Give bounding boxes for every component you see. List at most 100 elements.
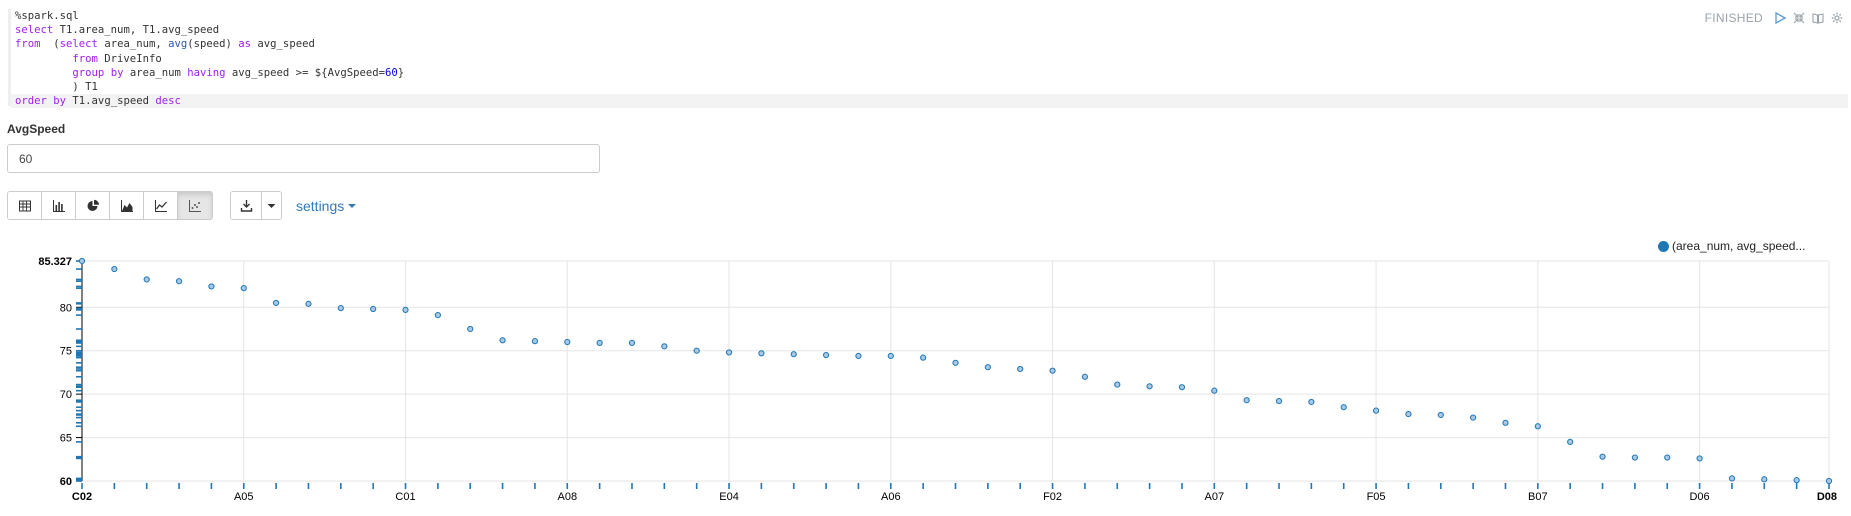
paragraph-controls: FINISHED bbox=[1705, 10, 1843, 26]
avgspeed-input[interactable] bbox=[7, 144, 600, 173]
pie-chart-button[interactable] bbox=[76, 192, 110, 219]
settings-toggle[interactable]: settings bbox=[296, 198, 357, 214]
data-point bbox=[1114, 381, 1121, 388]
data-point bbox=[337, 305, 344, 312]
data-point bbox=[434, 311, 441, 319]
chevron-down-icon bbox=[348, 204, 357, 208]
gear-icon[interactable] bbox=[1831, 12, 1843, 24]
run-icon[interactable] bbox=[1774, 12, 1786, 24]
code-token: area_num bbox=[123, 66, 188, 79]
data-point bbox=[1081, 373, 1089, 380]
bar-chart-button[interactable] bbox=[42, 192, 76, 219]
data-point bbox=[1502, 419, 1509, 426]
y-tick-label: 70 bbox=[60, 389, 72, 401]
data-point bbox=[1243, 397, 1250, 404]
code-token: by bbox=[110, 66, 124, 79]
code-editor[interactable]: %spark.sql select T1.area_num, T1.avg_spe… bbox=[8, 9, 1848, 109]
x-tick-label: A06 bbox=[881, 491, 901, 503]
code-token: as bbox=[238, 38, 252, 51]
data-point bbox=[596, 339, 603, 346]
book-icon[interactable] bbox=[1812, 12, 1824, 24]
visualization-toolbar bbox=[7, 191, 213, 220]
data-point bbox=[920, 354, 927, 361]
data-point bbox=[111, 265, 118, 273]
code-token: ) T1 bbox=[15, 80, 98, 93]
code-line: select T1.area_num, T1.avg_speed bbox=[11, 23, 1848, 37]
code-token: select bbox=[15, 24, 54, 37]
x-tick-label: C01 bbox=[395, 491, 415, 503]
code-line: ) T1 bbox=[11, 80, 1848, 94]
data-point bbox=[693, 347, 700, 354]
y-tick-label: 60 bbox=[60, 476, 72, 488]
code-token: avg_speed bbox=[251, 38, 315, 51]
code-line: %spark.sql bbox=[11, 9, 1848, 23]
collapse-icon[interactable] bbox=[1793, 12, 1805, 24]
x-tick-label: C02 bbox=[72, 491, 92, 503]
area-chart-button[interactable] bbox=[110, 192, 144, 219]
y-tick-label: 85.327 bbox=[38, 256, 72, 268]
code-token: T1.avg_speed bbox=[66, 95, 156, 108]
legend-series-label: (area_num, avg_speed... bbox=[1672, 239, 1806, 253]
legend-series-swatch bbox=[1658, 240, 1669, 252]
data-point bbox=[305, 300, 312, 307]
code-token: select bbox=[59, 38, 98, 51]
code-token: area_num, bbox=[97, 38, 169, 51]
line-chart-icon bbox=[154, 199, 167, 212]
data-point bbox=[1470, 414, 1477, 421]
data-point bbox=[1178, 384, 1186, 391]
form-label-avgspeed: AvgSpeed bbox=[7, 122, 66, 136]
download-icon bbox=[240, 200, 252, 212]
data-point bbox=[499, 337, 506, 344]
data-point bbox=[273, 299, 280, 307]
data-point bbox=[564, 338, 571, 346]
data-point bbox=[1793, 477, 1800, 484]
line-chart-button[interactable] bbox=[144, 192, 178, 219]
data-point bbox=[984, 364, 991, 371]
code-token bbox=[15, 67, 72, 79]
status-badge: FINISHED bbox=[1704, 11, 1763, 25]
data-point bbox=[1211, 387, 1218, 394]
y-tick-label: 80 bbox=[60, 302, 72, 314]
data-point bbox=[855, 352, 862, 360]
code-token: (speed) bbox=[187, 38, 239, 51]
download-button[interactable] bbox=[231, 192, 261, 219]
code-line: order by T1.avg_speed desc bbox=[11, 94, 1848, 109]
data-point bbox=[143, 276, 150, 283]
scatter-chart-icon bbox=[189, 199, 201, 212]
data-point bbox=[402, 306, 409, 313]
code-token: from bbox=[72, 52, 98, 65]
data-point bbox=[1567, 438, 1574, 446]
data-point bbox=[370, 305, 377, 313]
data-point bbox=[1405, 411, 1412, 418]
data-point bbox=[822, 351, 830, 359]
caret-down-icon bbox=[267, 204, 276, 208]
code-token: } bbox=[397, 66, 405, 79]
data-point bbox=[1049, 367, 1056, 374]
data-point bbox=[1534, 423, 1541, 430]
data-point bbox=[1275, 397, 1283, 405]
code-token: by bbox=[53, 95, 67, 108]
code-token bbox=[15, 53, 72, 65]
code-line: from DriveInfo bbox=[11, 52, 1848, 66]
chart-legend[interactable]: (area_num, avg_speed... bbox=[1658, 239, 1805, 253]
data-point bbox=[1728, 475, 1736, 482]
x-tick-label: A07 bbox=[1205, 491, 1225, 503]
table-view-button[interactable] bbox=[8, 192, 42, 219]
x-tick-label: D06 bbox=[1689, 491, 1709, 503]
scatter-chart: 60 65 70 75 80 85.327 C02 A05 C01 A08 E04 A06 F02 A07… bbox=[38, 256, 1837, 503]
data-point bbox=[661, 343, 668, 350]
data-point bbox=[1308, 398, 1315, 406]
download-dropdown bbox=[230, 191, 282, 220]
data-point bbox=[1372, 407, 1380, 414]
y-tick-label: 65 bbox=[60, 433, 72, 445]
code-token: desc bbox=[155, 95, 181, 108]
data-point bbox=[1664, 454, 1671, 461]
data-point bbox=[1696, 455, 1703, 462]
x-tick-label: B07 bbox=[1528, 491, 1548, 503]
data-point bbox=[78, 257, 86, 265]
x-tick-label: D08 bbox=[1817, 491, 1837, 503]
download-options-toggle[interactable] bbox=[261, 192, 281, 219]
x-tick-label: A05 bbox=[234, 491, 254, 503]
scatter-chart-button[interactable] bbox=[178, 192, 212, 219]
data-point bbox=[1761, 476, 1768, 483]
